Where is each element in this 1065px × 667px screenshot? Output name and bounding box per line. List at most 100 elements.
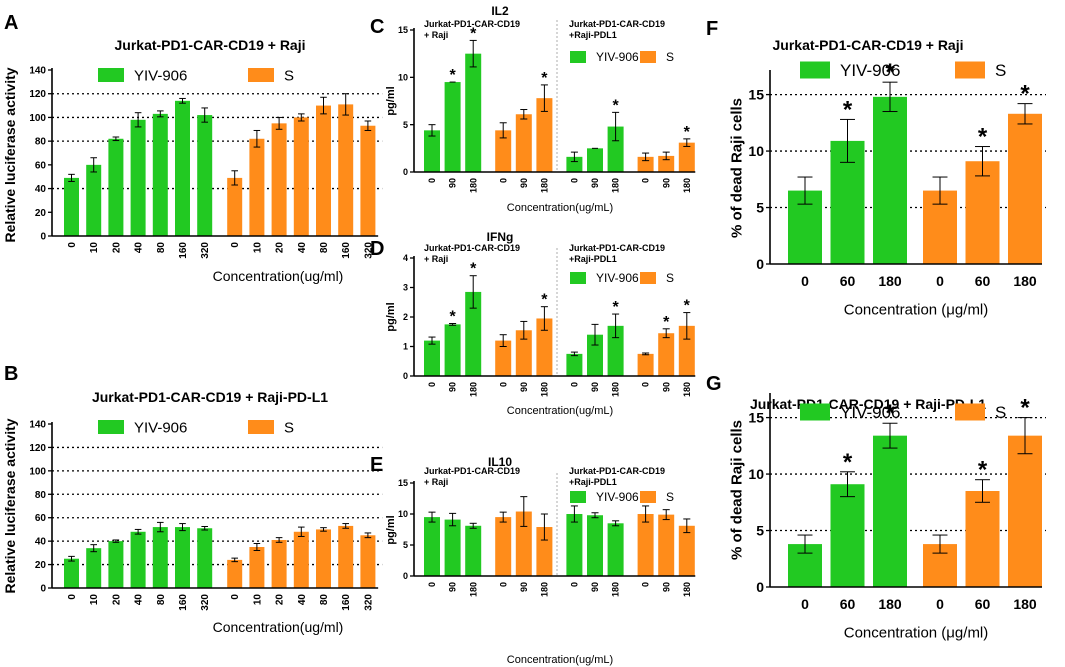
x-tick-label: 0 [641,582,651,587]
significance-star: * [843,96,853,123]
significance-star: * [663,314,670,331]
panel-label: B [4,363,18,385]
significance-star: * [541,292,548,309]
bar-green-320 [197,528,212,588]
significance-star: * [684,298,691,315]
x-tick-label: 0 [427,382,437,387]
x-tick-label: 160 [178,242,189,259]
x-tick-label: 90 [448,178,458,188]
y-tick-label: 60 [35,160,47,171]
bar-green-80 [153,527,168,588]
x-axis-label: Concentration(ug/ml) [213,268,344,284]
y-axis-label: % of dead Raji cells [728,420,745,560]
x-axis-label: Concentration(ug/ml) [213,619,344,635]
bar-green-180 [465,54,481,172]
bar-orange-160 [338,526,353,588]
y-tick-label: 100 [29,466,46,477]
bar-green-80 [153,114,168,236]
y-tick-label: 2 [403,312,408,322]
x-tick-label: 0 [570,382,580,387]
x-tick-label: 90 [590,582,600,592]
legend-swatch-orange [955,62,985,79]
x-tick-label: 40 [297,242,308,254]
y-tick-label: 5 [403,540,408,550]
group-subtitle: Jurkat-PD1-CAR-CD19 [424,19,520,29]
x-tick-label: 90 [590,382,600,392]
bar-green-90 [445,324,461,376]
panel-label: D [370,238,384,260]
x-tick-label: 180 [540,178,550,193]
x-tick-label: 20 [111,242,122,254]
bar-orange-40 [294,532,309,588]
x-tick-label: 180 [1013,596,1037,612]
x-axis-label: Concentration (μg/ml) [844,301,989,318]
bar-green-40 [131,532,146,588]
bar-green-160 [175,527,190,588]
significance-star: * [470,261,477,278]
y-tick-label: 0 [403,167,408,177]
x-axis-label: Concentration(ug/mL) [507,202,613,214]
group-subtitle: Jurkat-PD1-CAR-CD19 [569,243,665,253]
bar-orange-0 [638,354,654,376]
x-tick-label: 20 [111,594,122,606]
x-axis-label: Concentration(ug/mL) [507,654,613,666]
y-tick-label: 3 [403,283,408,293]
x-tick-label: 320 [200,594,211,611]
bar-green-0 [64,178,79,236]
x-tick-label: 180 [878,596,902,612]
y-tick-label: 40 [35,184,47,195]
legend-label: S [995,61,1006,80]
significance-star: * [843,449,853,476]
y-tick-label: 4 [403,253,408,263]
x-tick-label: 40 [134,242,145,254]
bar-green-160 [175,101,190,236]
y-axis-label: Relative luciferase activity [2,67,18,242]
x-tick-label: 160 [341,242,352,259]
bar-green-0 [424,130,440,172]
legend-swatch-green [570,272,586,284]
group-subtitle: Jurkat-PD1-CAR-CD19 [424,466,520,476]
bar-orange-60 [966,161,1000,264]
x-tick-label: 40 [297,594,308,606]
panel-label: A [4,12,18,34]
x-tick-label: 90 [519,382,529,392]
x-tick-label: 90 [661,582,671,592]
legend-label: YIV-906 [134,419,187,436]
legend-label: YIV-906 [596,271,639,285]
bar-green-0 [64,559,79,588]
legend-swatch-orange [640,272,656,284]
y-tick-label: 10 [398,509,408,519]
chart-panel-f: 0*60*180 0*60*180051015FJurkat-PD1-CAR-CD… [706,18,1046,318]
bar-orange-80 [316,529,331,588]
x-tick-label: 0 [801,273,809,289]
x-tick-label: 180 [611,382,621,397]
group-subtitle: +Raji-PDL1 [569,254,617,264]
legend-label: YIV-906 [840,61,901,80]
x-tick-label: 180 [682,582,692,597]
bar-orange-0 [495,517,511,576]
group-subtitle: Jurkat-PD1-CAR-CD19 [569,19,665,29]
legend-label: S [666,50,674,64]
y-axis-label: pg/ml [385,302,397,331]
x-tick-label: 0 [427,582,437,587]
x-tick-label: 10 [89,242,100,254]
bar-orange-60 [966,491,1000,587]
x-tick-label: 90 [519,582,529,592]
x-tick-label: 10 [252,242,263,254]
x-tick-label: 80 [319,594,330,606]
bar-orange-90 [658,333,674,376]
x-tick-label: 0 [67,594,78,600]
panel-label: G [706,373,722,395]
bar-green-0 [424,341,440,376]
chart-panel-c: 0 * 90 * 180 0 90 * 180 0 90 * 180 0 90 * 180 0 5 10 15 C IL2 C… [370,4,695,214]
x-tick-label: 0 [67,242,78,248]
x-tick-label: 0 [230,242,241,248]
legend-swatch-green [98,68,124,82]
x-tick-label: 0 [641,382,651,387]
x-tick-label: 0 [801,596,809,612]
bar-orange-90 [658,515,674,576]
bar-orange-320 [360,535,375,588]
y-tick-label: 120 [29,443,46,454]
y-tick-label: 0 [403,371,408,381]
bar-green-40 [131,120,146,236]
